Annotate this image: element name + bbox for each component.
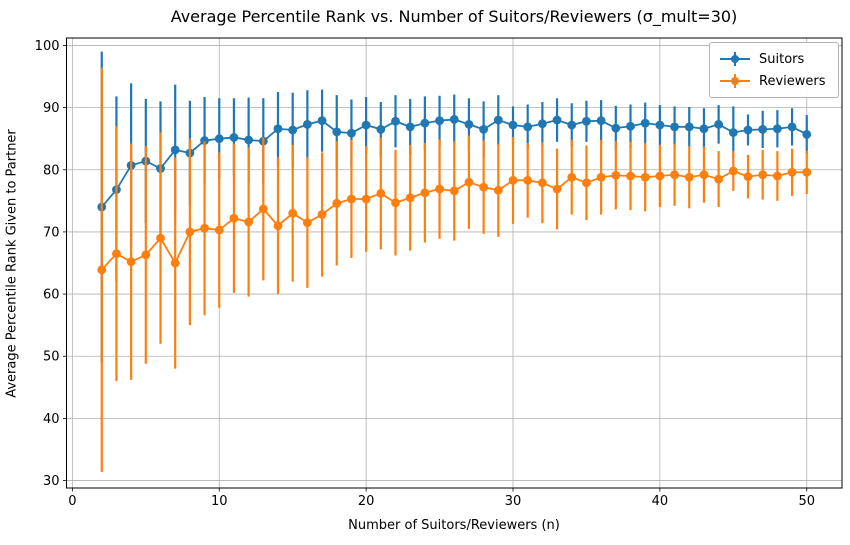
svg-text:60: 60	[43, 288, 60, 303]
errorbar-glyph-icon	[720, 74, 750, 88]
y-axis-label: Average Percentile Rank Given to Partner	[4, 129, 20, 398]
svg-text:10: 10	[211, 494, 228, 509]
legend-label-suitors: Suitors	[759, 51, 805, 67]
chart-title: Average Percentile Rank vs. Number of Su…	[170, 7, 738, 26]
plot-border	[66, 37, 843, 489]
svg-text:70: 70	[43, 225, 60, 240]
errorbar-glyph-icon	[720, 52, 750, 66]
y-axis-ticks	[63, 45, 67, 481]
svg-text:100: 100	[35, 39, 60, 54]
legend-item-suitors: Suitors	[718, 48, 826, 70]
svg-text:50: 50	[798, 494, 815, 509]
legend-item-reviewers: Reviewers	[718, 70, 826, 92]
svg-text:0: 0	[68, 494, 76, 509]
svg-text:80: 80	[43, 163, 60, 178]
legend-label-reviewers: Reviewers	[759, 73, 826, 89]
series-suitors	[97, 51, 812, 363]
svg-text:40: 40	[43, 412, 60, 427]
svg-text:30: 30	[43, 474, 60, 489]
svg-text:90: 90	[43, 101, 60, 116]
svg-text:40: 40	[652, 494, 669, 509]
x-axis-ticks	[71, 488, 808, 492]
svg-text:20: 20	[358, 494, 375, 509]
svg-text:30: 30	[505, 494, 522, 509]
svg-text:50: 50	[43, 350, 60, 365]
y-tick-labels: 30 40 50 60 70 80 90 100	[35, 39, 60, 489]
series-markers	[97, 166, 812, 275]
x-tick-labels: 0 10 20 30 40 50	[68, 494, 815, 509]
x-axis-label: Number of Suitors/Reviewers (n)	[348, 518, 560, 533]
series-reviewers	[97, 67, 812, 472]
legend: Suitors Reviewers	[709, 42, 839, 98]
